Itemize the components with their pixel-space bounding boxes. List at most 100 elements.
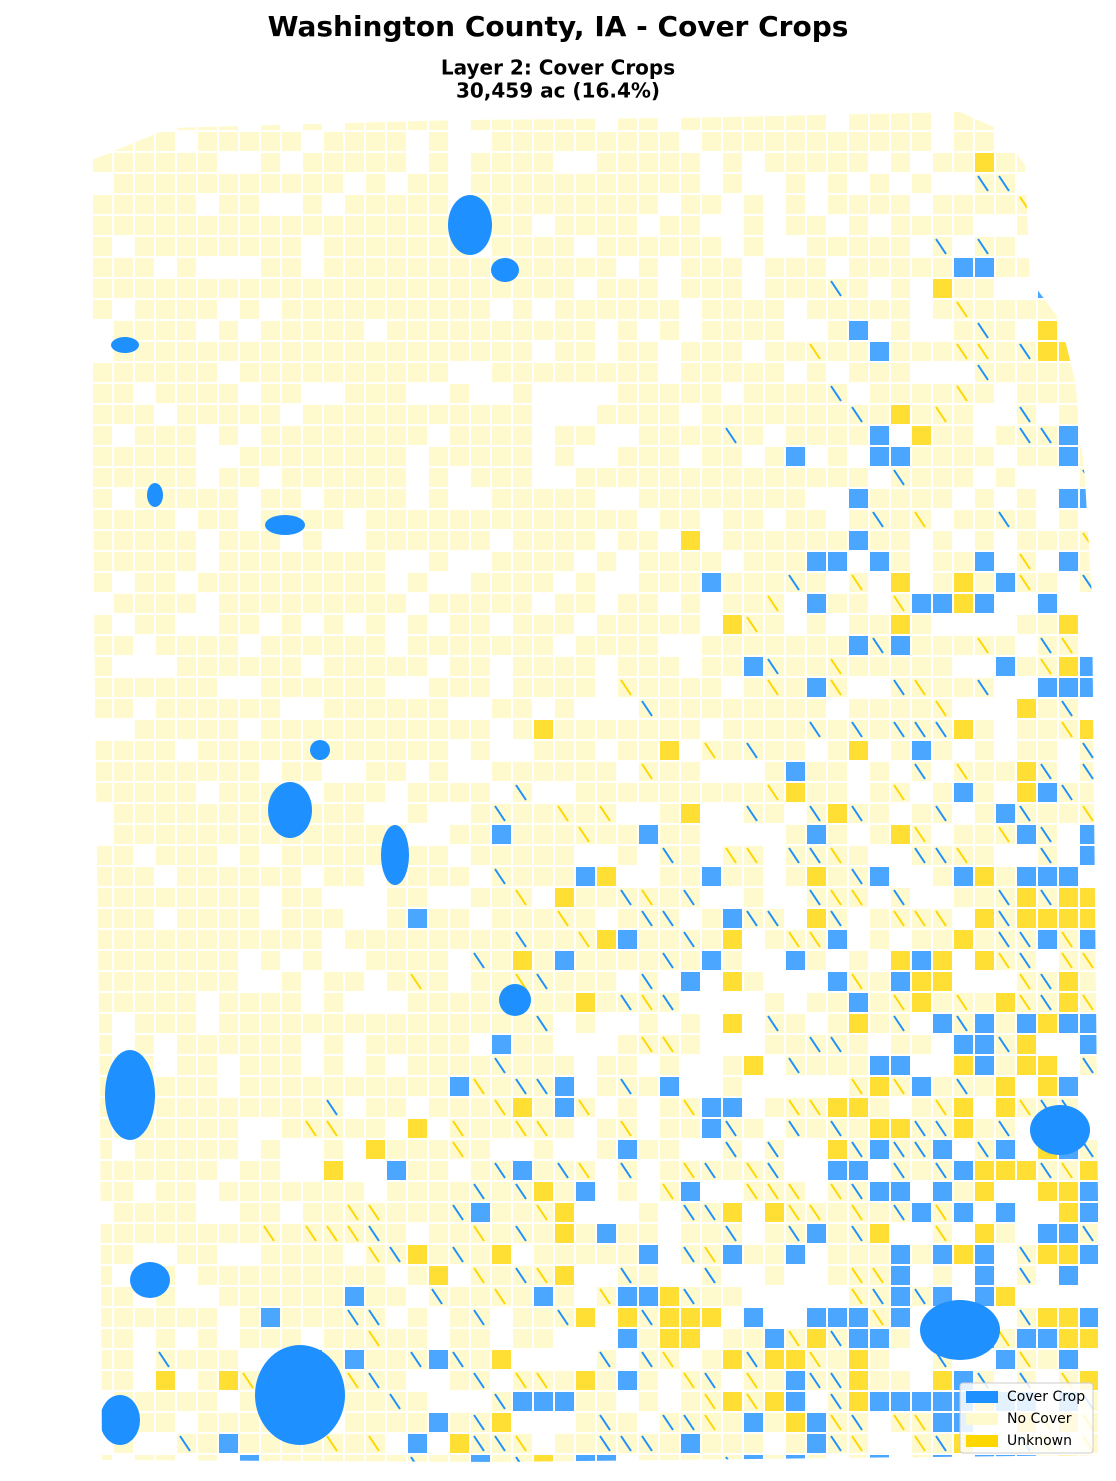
field — [492, 279, 511, 298]
field — [954, 1245, 973, 1264]
field — [114, 510, 133, 529]
field — [828, 468, 847, 487]
field — [177, 1350, 196, 1369]
field — [429, 762, 448, 781]
field — [996, 363, 1015, 382]
field — [723, 615, 742, 634]
field-texture — [914, 1414, 926, 1431]
field — [198, 1392, 217, 1411]
field — [996, 426, 1015, 445]
field — [408, 1161, 427, 1180]
field — [975, 825, 994, 844]
field — [345, 1077, 364, 1096]
field-texture — [704, 1246, 716, 1263]
field — [156, 447, 175, 466]
field — [1059, 1266, 1078, 1285]
field — [723, 1056, 742, 1075]
field — [807, 405, 826, 424]
field — [408, 1035, 427, 1054]
field — [681, 363, 700, 382]
field — [555, 552, 574, 571]
field — [744, 510, 763, 529]
field — [702, 112, 721, 130]
field — [849, 993, 868, 1012]
field-texture — [851, 973, 863, 990]
field — [954, 405, 973, 424]
field — [93, 1287, 112, 1306]
field — [219, 531, 238, 550]
field — [849, 636, 868, 655]
field — [681, 1308, 700, 1327]
field — [513, 237, 532, 256]
field-texture — [662, 1351, 674, 1368]
field — [954, 468, 973, 487]
field-texture — [956, 994, 968, 1011]
field — [1038, 594, 1057, 613]
field — [219, 657, 238, 676]
field — [429, 216, 448, 235]
field — [114, 447, 133, 466]
field — [177, 699, 196, 718]
field — [471, 720, 490, 739]
field — [618, 237, 637, 256]
field — [576, 594, 595, 613]
field — [723, 489, 742, 508]
field — [576, 342, 595, 361]
field — [1059, 1182, 1078, 1201]
field — [177, 279, 196, 298]
field-texture — [305, 1120, 317, 1137]
field — [1017, 699, 1036, 718]
field — [156, 741, 175, 760]
field-texture — [893, 1078, 905, 1095]
field-texture — [998, 1330, 1010, 1347]
field — [240, 279, 259, 298]
field — [282, 426, 301, 445]
field-texture — [1082, 763, 1094, 780]
field — [975, 279, 994, 298]
field — [345, 153, 364, 172]
field — [93, 153, 112, 172]
field — [744, 783, 763, 802]
field — [891, 258, 910, 277]
field — [660, 153, 679, 172]
field — [555, 972, 574, 991]
field — [324, 216, 343, 235]
field — [849, 1392, 868, 1411]
field — [366, 132, 385, 151]
field — [702, 342, 721, 361]
field — [282, 1014, 301, 1033]
field — [492, 1413, 511, 1432]
field — [555, 1266, 574, 1285]
field-texture — [347, 1204, 359, 1221]
field — [198, 1098, 217, 1117]
field — [324, 720, 343, 739]
field — [366, 1266, 385, 1285]
field — [807, 112, 826, 130]
field — [933, 195, 952, 214]
field — [408, 300, 427, 319]
field-texture — [305, 1225, 317, 1242]
field — [135, 153, 154, 172]
field — [513, 1098, 532, 1117]
field — [849, 279, 868, 298]
field — [597, 1224, 616, 1243]
field — [660, 237, 679, 256]
field — [387, 405, 406, 424]
field — [765, 1350, 784, 1369]
field — [555, 363, 574, 382]
field — [156, 1371, 175, 1390]
field — [135, 1035, 154, 1054]
field — [345, 825, 364, 844]
field — [408, 195, 427, 214]
field — [429, 279, 448, 298]
field — [450, 783, 469, 802]
field — [303, 153, 322, 172]
field — [345, 426, 364, 445]
field — [996, 1098, 1015, 1117]
field — [933, 279, 952, 298]
field — [387, 216, 406, 235]
field — [996, 153, 1015, 172]
field — [450, 1455, 469, 1462]
field — [639, 1224, 658, 1243]
field — [744, 1434, 763, 1453]
